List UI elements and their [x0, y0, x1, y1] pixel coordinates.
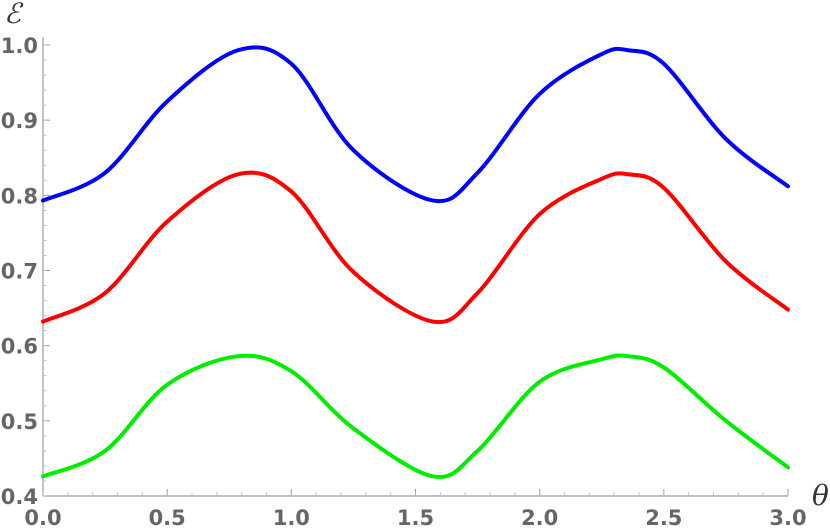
series-line-2 — [41, 170, 790, 325]
y-tick-label: 0.5 — [1, 410, 38, 434]
x-tick-label: 0.5 — [149, 506, 186, 530]
y-tick-label: 0.7 — [1, 260, 38, 284]
x-tick-label: 1.5 — [397, 506, 434, 530]
y-tick-label: 0.8 — [1, 184, 38, 208]
x-tick-label: 3.0 — [769, 506, 806, 530]
axes — [42, 37, 788, 497]
x-tick-label: 2.0 — [521, 506, 558, 530]
y-tick-label: 1.0 — [1, 34, 38, 58]
x-tick-label: 1.0 — [273, 506, 310, 530]
axis-ticks — [42, 44, 789, 497]
series-lines — [41, 45, 790, 480]
series-line-1 — [41, 45, 790, 204]
tick-labels: 0.0 0.5 1.0 1.5 2.0 2.5 3.0 0.4 0.5 0.6 0.7 0.8 0.9 1… — [1, 34, 807, 530]
x-axis-label: θ — [812, 479, 829, 512]
y-axis-label: ℰ — [4, 0, 24, 30]
x-tick-label: 2.5 — [645, 506, 682, 530]
y-tick-label: 0.4 — [1, 485, 38, 509]
y-tick-label: 0.6 — [1, 335, 38, 359]
series-line-3 — [41, 353, 790, 480]
y-tick-label: 0.9 — [1, 109, 38, 133]
x-tick-label: 0.0 — [24, 506, 61, 530]
